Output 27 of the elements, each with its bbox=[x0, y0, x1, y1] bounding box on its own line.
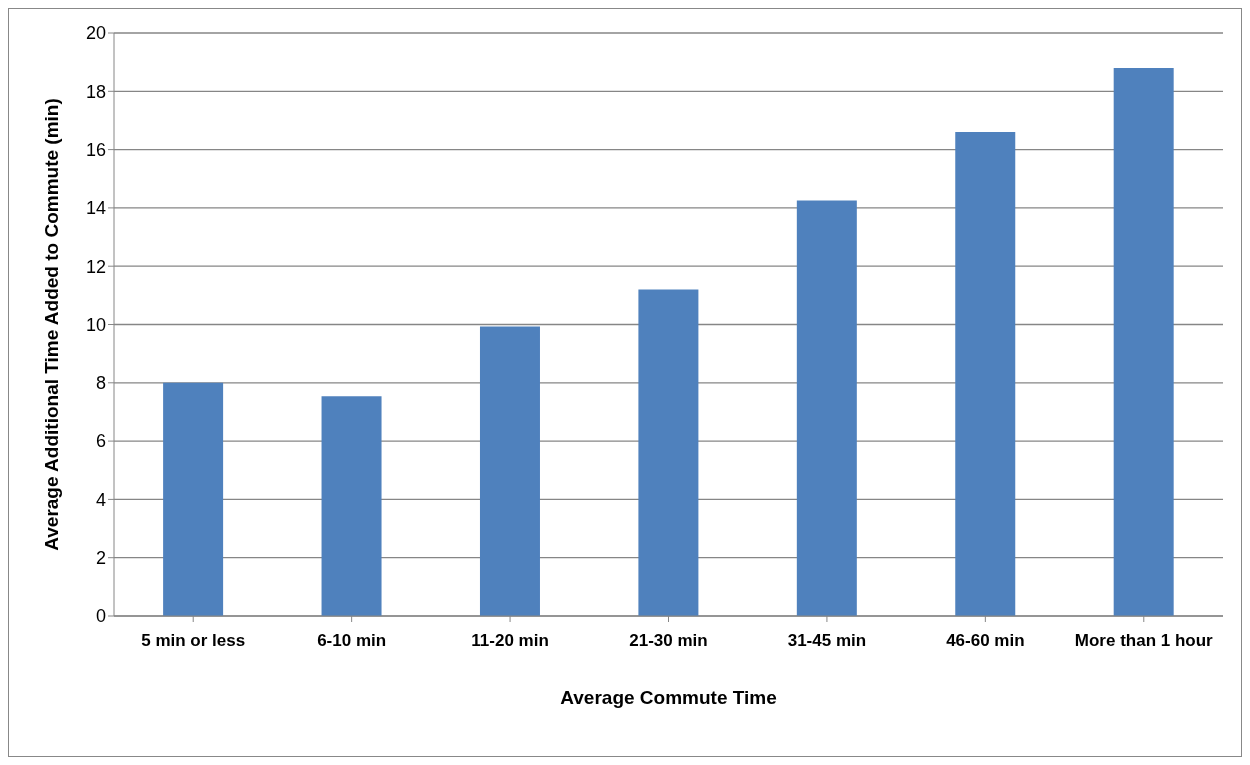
bar bbox=[479, 326, 540, 616]
y-tick-label: 4 bbox=[95, 489, 106, 510]
bar bbox=[321, 396, 382, 616]
y-tick-label: 12 bbox=[85, 256, 106, 277]
y-tick-label: 8 bbox=[95, 373, 106, 394]
y-tick-label: 0 bbox=[95, 606, 106, 627]
bar bbox=[955, 132, 1016, 616]
x-axis-title: Average Commute Time bbox=[560, 687, 777, 708]
y-tick-label: 10 bbox=[85, 314, 106, 335]
x-tick-label: 11-20 min bbox=[471, 631, 549, 651]
y-axis-title: Average Additional Time Added to Commute (min) bbox=[40, 98, 62, 551]
y-tick-label: 20 bbox=[85, 23, 106, 44]
y-tick-label: 14 bbox=[85, 198, 106, 219]
x-tick-label: 5 min or less bbox=[141, 631, 246, 651]
y-tick-label: 6 bbox=[95, 431, 106, 452]
bar bbox=[796, 200, 857, 616]
y-tick-label: 2 bbox=[95, 548, 106, 569]
bar bbox=[163, 382, 224, 616]
x-tick-label: 21-30 min bbox=[629, 631, 708, 651]
bar bbox=[638, 289, 699, 616]
bar bbox=[1113, 67, 1174, 616]
y-tick-label: 18 bbox=[85, 81, 106, 102]
x-tick-label: 31-45 min bbox=[787, 631, 867, 651]
x-tick-label: 6-10 min bbox=[317, 631, 387, 651]
x-tick-label: More than 1 hour bbox=[1074, 631, 1214, 651]
y-tick-label: 16 bbox=[85, 139, 106, 160]
x-tick-label: 46-60 min bbox=[946, 631, 1025, 651]
